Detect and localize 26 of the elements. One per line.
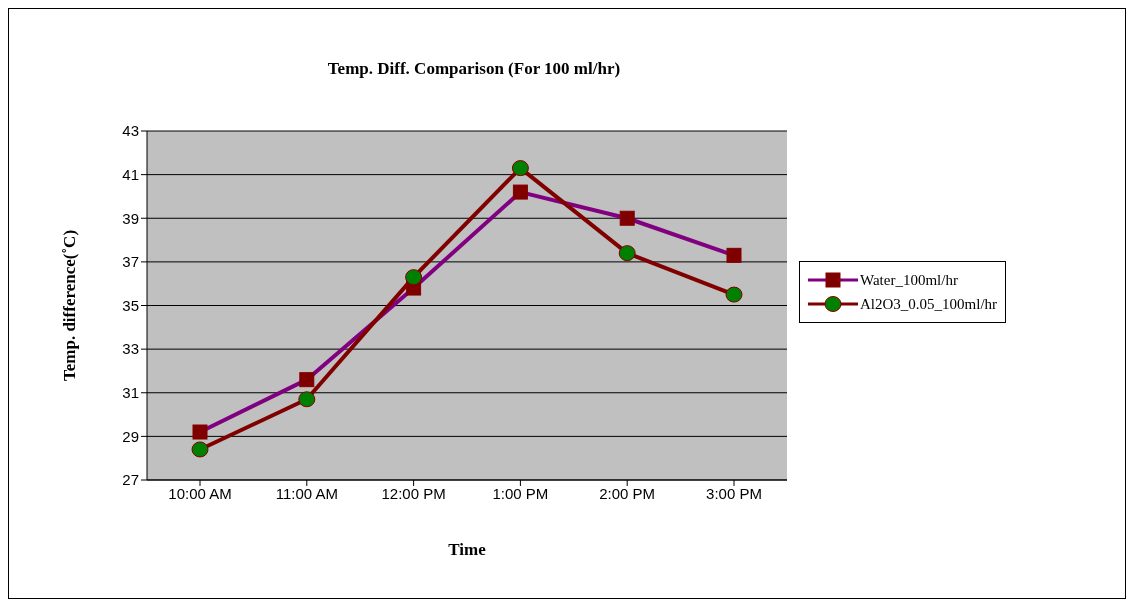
legend-label: Al2O3_0.05_100ml/hr: [860, 295, 998, 313]
y-tick-label: 35: [122, 296, 139, 314]
x-tick-label: 12:00 PM: [381, 484, 446, 502]
y-tick-label: 39: [122, 209, 139, 227]
point: [511, 160, 529, 177]
legend-label: Water_100ml/hr: [860, 271, 958, 289]
x-tick-label: 3:00 PM: [706, 484, 762, 502]
y-tick-label: 27: [122, 471, 139, 489]
y-tick-label: 31: [122, 384, 139, 402]
y-axis-title: Temp. difference(˚C): [60, 229, 80, 382]
x-tick-label: 11:00 AM: [275, 484, 338, 502]
y-tick-label: 29: [122, 427, 139, 445]
x-tick-label: 10:00 AM: [168, 484, 232, 502]
y-tick-label: 37: [122, 253, 139, 271]
point: [298, 391, 316, 408]
chart-title: Temp. Diff. Comparison (For 100 ml/hr): [326, 59, 622, 79]
y-tick-label: 43: [122, 122, 139, 140]
point: [618, 245, 636, 262]
x-tick-label: 2:00 PM: [599, 484, 656, 502]
point: [725, 286, 743, 303]
y-tick-label: 41: [122, 165, 139, 183]
point: [405, 269, 423, 286]
x-axis-title: Time: [448, 540, 487, 559]
x-tick-label: 1:00 PM: [492, 484, 549, 502]
point: [191, 441, 209, 458]
y-tick-label: 33: [122, 340, 139, 358]
